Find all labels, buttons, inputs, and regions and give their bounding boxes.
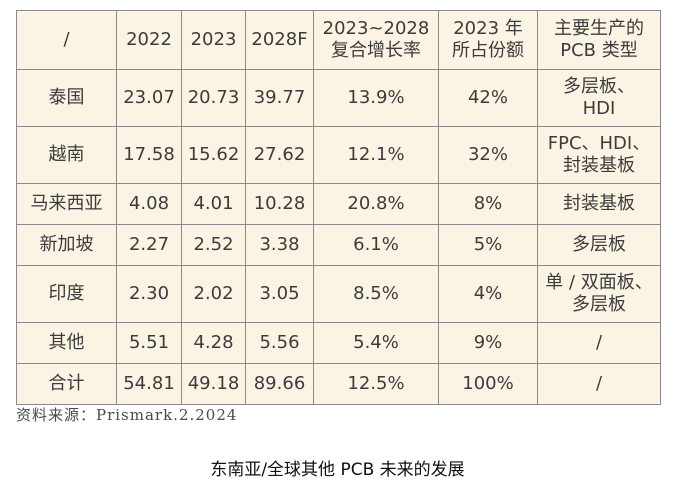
header-cell-share: 2023 年 所占份额	[438, 10, 538, 70]
row-region: 马来西亚	[16, 183, 117, 225]
row-value-2022: 17.58	[116, 126, 182, 184]
row-value-2028f: 5.56	[245, 322, 314, 364]
table-row: 越南 17.58 15.62 27.62 12.1% 32% FPC、HDI、 …	[16, 126, 661, 184]
row-value-2022: 2.30	[116, 265, 182, 323]
row-pcb-type: /	[537, 363, 661, 405]
row-value-2028f: 10.28	[245, 183, 314, 225]
row-region: 泰国	[16, 69, 117, 127]
table-row-total: 合计 54.81 49.18 89.66 12.5% 100% /	[16, 363, 661, 405]
row-region: 越南	[16, 126, 117, 184]
row-pcb-type: 多层板	[537, 224, 661, 266]
row-share: 4%	[438, 265, 538, 323]
row-share: 42%	[438, 69, 538, 127]
row-value-2023: 4.28	[181, 322, 246, 364]
row-value-2023: 15.62	[181, 126, 246, 184]
row-cagr: 5.4%	[313, 322, 439, 364]
row-region: 合计	[16, 363, 117, 405]
row-share: 8%	[438, 183, 538, 225]
row-value-2022: 5.51	[116, 322, 182, 364]
header-cell-pcb-type: 主要生产的 PCB 类型	[537, 10, 661, 70]
row-share: 5%	[438, 224, 538, 266]
pcb-table-container: / 2022 2023 2028F 2023~2028 复合增长率 2023 年…	[16, 10, 661, 405]
header-cell-region: /	[16, 10, 117, 70]
row-pcb-type: FPC、HDI、 封装基板	[537, 126, 661, 184]
table-header-row: / 2022 2023 2028F 2023~2028 复合增长率 2023 年…	[16, 10, 661, 70]
row-value-2023: 49.18	[181, 363, 246, 405]
source-note: 资料来源：Prismark.2.2024	[16, 406, 238, 424]
row-cagr: 8.5%	[313, 265, 439, 323]
table-row: 印度 2.30 2.02 3.05 8.5% 4% 单 / 双面板、 多层板	[16, 265, 661, 323]
table-row: 新加坡 2.27 2.52 3.38 6.1% 5% 多层板	[16, 224, 661, 266]
row-cagr: 6.1%	[313, 224, 439, 266]
row-value-2028f: 39.77	[245, 69, 314, 127]
pcb-data-table: / 2022 2023 2028F 2023~2028 复合增长率 2023 年…	[16, 10, 661, 405]
header-cell-2022: 2022	[116, 10, 182, 70]
header-cell-2023: 2023	[181, 10, 246, 70]
row-share: 100%	[438, 363, 538, 405]
row-cagr: 20.8%	[313, 183, 439, 225]
row-cagr: 12.5%	[313, 363, 439, 405]
row-value-2023: 4.01	[181, 183, 246, 225]
figure-caption: 东南亚/全球其他 PCB 未来的发展	[210, 460, 465, 480]
row-value-2023: 2.02	[181, 265, 246, 323]
row-region: 印度	[16, 265, 117, 323]
row-value-2023: 2.52	[181, 224, 246, 266]
row-pcb-type: 单 / 双面板、 多层板	[537, 265, 661, 323]
row-share: 32%	[438, 126, 538, 184]
row-value-2022: 4.08	[116, 183, 182, 225]
table-row: 泰国 23.07 20.73 39.77 13.9% 42% 多层板、 HDI	[16, 69, 661, 127]
row-value-2023: 20.73	[181, 69, 246, 127]
row-value-2028f: 27.62	[245, 126, 314, 184]
header-cell-cagr: 2023~2028 复合增长率	[313, 10, 439, 70]
row-value-2022: 23.07	[116, 69, 182, 127]
row-pcb-type: 多层板、 HDI	[537, 69, 661, 127]
header-cell-2028f: 2028F	[245, 10, 314, 70]
row-value-2028f: 3.05	[245, 265, 314, 323]
row-pcb-type: 封装基板	[537, 183, 661, 225]
row-value-2022: 54.81	[116, 363, 182, 405]
row-share: 9%	[438, 322, 538, 364]
row-value-2022: 2.27	[116, 224, 182, 266]
row-region: 其他	[16, 322, 117, 364]
row-cagr: 13.9%	[313, 69, 439, 127]
table-row: 马来西亚 4.08 4.01 10.28 20.8% 8% 封装基板	[16, 183, 661, 225]
row-value-2028f: 3.38	[245, 224, 314, 266]
row-pcb-type: /	[537, 322, 661, 364]
row-cagr: 12.1%	[313, 126, 439, 184]
table-row: 其他 5.51 4.28 5.56 5.4% 9% /	[16, 322, 661, 364]
row-value-2028f: 89.66	[245, 363, 314, 405]
row-region: 新加坡	[16, 224, 117, 266]
